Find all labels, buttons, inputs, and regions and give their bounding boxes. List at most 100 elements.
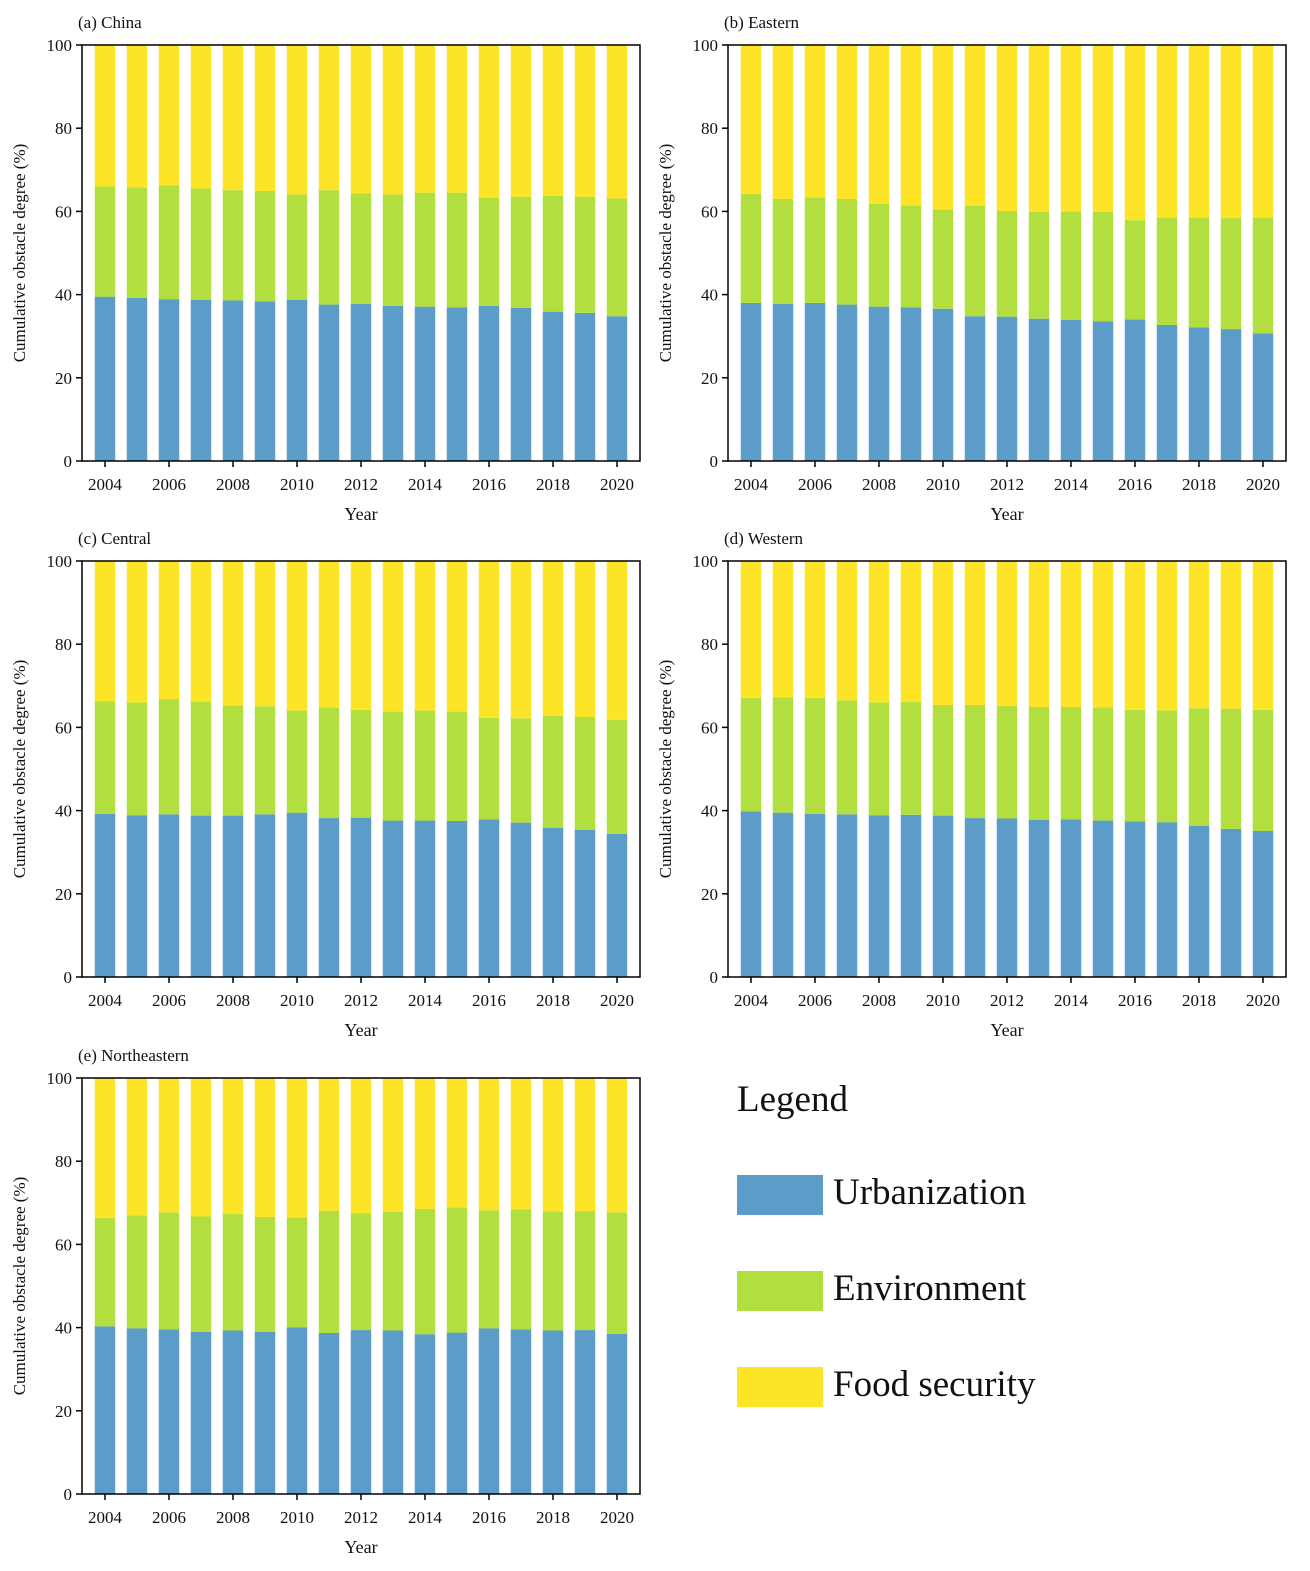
bar-urbanization-2018 [1188,825,1210,977]
x-tick-label: 2012 [344,475,378,494]
bar-environment-2013 [382,1211,404,1331]
bar-food-security-2017 [510,561,532,719]
x-tick-label: 2012 [344,991,378,1010]
bar-urbanization-2017 [1156,822,1178,977]
bar-urbanization-2007 [190,815,212,977]
bar-urbanization-2009 [900,814,922,977]
bar-environment-2020 [606,198,628,317]
legend: Legend Urbanization Environment Food sec… [737,1078,1157,1438]
bar-environment-2009 [900,205,922,308]
bar-food-security-2007 [190,1078,212,1217]
bar-urbanization-2011 [964,316,986,461]
bar-urbanization-2005 [772,303,794,461]
y-axis-label: Cumulative obstacle degree (%) [656,144,675,363]
y-tick-label: 0 [64,968,73,987]
bar-food-security-2004 [94,561,116,702]
bar-environment-2016 [1124,709,1146,822]
bar-food-security-2004 [740,561,762,698]
y-tick-label: 40 [55,802,72,821]
bar-environment-2016 [478,1210,500,1329]
bar-environment-2005 [772,697,794,813]
bar-food-security-2019 [574,561,596,717]
bar-urbanization-2007 [836,814,858,977]
bar-environment-2009 [254,191,276,302]
bar-environment-2010 [286,194,308,300]
bar-urbanization-2007 [190,300,212,461]
bar-environment-2004 [94,701,116,814]
x-tick-label: 2014 [408,1508,443,1527]
bar-food-security-2019 [574,45,596,197]
y-tick-label: 20 [701,885,718,904]
bar-environment-2004 [94,1217,116,1327]
bar-urbanization-2011 [964,818,986,977]
bar-environment-2006 [804,197,826,303]
x-tick-label: 2012 [990,991,1024,1010]
bar-environment-2005 [126,1215,148,1329]
bar-environment-2016 [478,197,500,306]
y-tick-label: 40 [55,1319,72,1338]
bar-urbanization-2018 [542,311,564,461]
legend-label-food-security: Food security [833,1364,1036,1405]
legend-item-environment: Environment [737,1268,1137,1313]
bar-food-security-2014 [414,1078,436,1210]
x-axis-label: Year [990,1020,1023,1040]
x-tick-label: 2010 [926,991,960,1010]
bar-environment-2016 [1124,220,1146,320]
bar-food-security-2017 [510,1078,532,1210]
x-tick-label: 2020 [600,1508,634,1527]
y-tick-label: 60 [701,718,718,737]
bar-environment-2018 [542,195,564,312]
bar-urbanization-2008 [868,306,890,461]
bar-urbanization-2019 [574,1330,596,1494]
bar-food-security-2011 [964,45,986,206]
bar-urbanization-2004 [94,1326,116,1494]
bar-environment-2017 [1156,217,1178,325]
y-tick-label: 0 [64,452,73,471]
x-tick-label: 2010 [926,475,960,494]
bar-urbanization-2015 [446,1332,468,1494]
bar-environment-2013 [1028,707,1050,820]
bar-environment-2010 [932,209,954,309]
bar-food-security-2013 [382,1078,404,1212]
bar-environment-2017 [1156,710,1178,823]
legend-item-urbanization: Urbanization [737,1172,1137,1217]
bar-environment-2011 [318,1210,340,1333]
bar-food-security-2006 [158,1078,180,1213]
x-tick-label: 2020 [1246,475,1280,494]
bar-food-security-2010 [286,45,308,195]
bar-environment-2019 [574,717,596,830]
bar-environment-2013 [382,194,404,306]
bar-environment-2007 [836,198,858,305]
x-tick-label: 2014 [408,991,443,1010]
bar-environment-2008 [868,702,890,816]
x-tick-label: 2004 [88,1508,123,1527]
bar-urbanization-2013 [1028,318,1050,461]
y-tick-label: 60 [701,202,718,221]
bar-urbanization-2007 [836,304,858,461]
bar-urbanization-2010 [286,812,308,977]
bar-urbanization-2016 [1124,319,1146,461]
panel-title: (b) Eastern [724,13,800,32]
bar-food-security-2005 [126,1078,148,1216]
y-tick-label: 60 [55,202,72,221]
chart-panel-5: 0 20 40 60 80 100 2004 2006 2008 2010 2012 2014 2016… [10,1046,641,1557]
bar-food-security-2010 [932,561,954,705]
bar-urbanization-2018 [542,827,564,977]
bar-environment-2006 [158,185,180,300]
x-tick-label: 2010 [280,1508,314,1527]
bar-food-security-2015 [446,561,468,712]
x-tick-label: 2004 [88,475,123,494]
x-tick-label: 2006 [798,475,832,494]
panel-title: (d) Western [724,529,804,548]
bar-urbanization-2012 [350,817,372,977]
bar-environment-2014 [1060,211,1082,320]
bar-environment-2019 [1220,708,1242,829]
bar-food-security-2006 [158,561,180,700]
bar-food-security-2009 [900,561,922,703]
bar-environment-2012 [350,1213,372,1331]
bar-environment-2005 [772,198,794,304]
bar-food-security-2006 [804,561,826,698]
bar-food-security-2019 [574,1078,596,1212]
bar-food-security-2007 [190,45,212,189]
bar-environment-2017 [510,196,532,308]
